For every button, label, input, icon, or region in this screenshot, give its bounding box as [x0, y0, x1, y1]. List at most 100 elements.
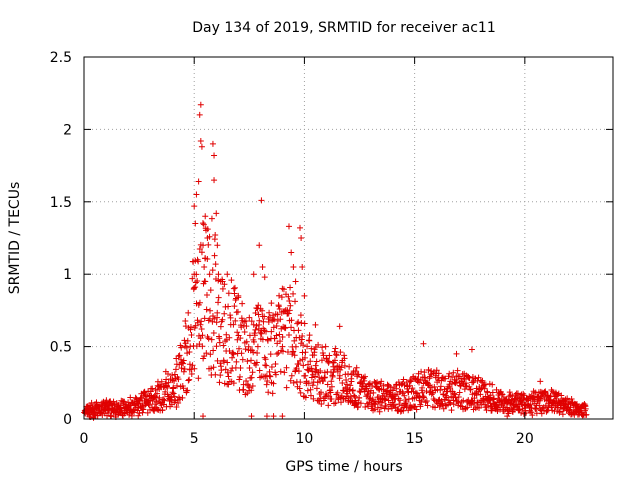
data-point — [417, 403, 424, 410]
data-point — [455, 393, 462, 400]
data-point — [184, 387, 191, 394]
data-point — [308, 365, 315, 372]
data-point — [211, 177, 218, 184]
data-point — [217, 360, 224, 367]
data-point — [413, 406, 420, 413]
data-point — [237, 364, 244, 371]
data-point — [313, 385, 320, 392]
data-point — [374, 379, 381, 386]
data-point — [231, 290, 238, 297]
data-point — [468, 346, 475, 353]
data-point — [239, 356, 246, 363]
data-point — [315, 341, 322, 348]
data-point — [306, 337, 313, 344]
data-point — [273, 332, 280, 339]
data-point — [235, 345, 242, 352]
data-point — [179, 394, 186, 401]
data-point — [195, 178, 202, 185]
data-point — [254, 349, 261, 356]
data-point — [108, 413, 115, 420]
data-point — [431, 383, 438, 390]
data-point — [230, 351, 237, 358]
data-point — [331, 348, 338, 355]
data-point — [288, 324, 295, 331]
data-point — [397, 397, 404, 404]
data-point — [312, 362, 319, 369]
data-point — [422, 399, 429, 406]
data-point — [320, 397, 327, 404]
data-point — [266, 372, 273, 379]
data-point — [423, 398, 430, 405]
data-point — [479, 377, 486, 384]
data-point — [201, 315, 208, 322]
axis-ticks: 0 5 10 15 20 0 0.5 1 1.5 2 2.5 — [50, 50, 613, 447]
data-point — [176, 396, 183, 403]
data-point — [234, 308, 241, 315]
data-point — [197, 101, 204, 108]
data-point — [253, 359, 260, 366]
y-tick-label: 2 — [63, 122, 72, 138]
data-point — [172, 366, 179, 373]
data-point — [332, 399, 339, 406]
data-point — [279, 285, 286, 292]
data-point — [140, 406, 147, 413]
data-point — [215, 271, 222, 278]
data-point — [352, 368, 359, 375]
data-point — [171, 393, 178, 400]
data-point — [388, 405, 395, 412]
data-point — [202, 213, 209, 220]
data-point — [471, 400, 478, 407]
data-point — [276, 305, 283, 312]
data-point — [451, 390, 458, 397]
x-tick-label: 20 — [516, 431, 534, 447]
data-point — [297, 357, 304, 364]
data-point — [225, 381, 232, 388]
data-point — [328, 396, 335, 403]
data-point — [400, 376, 407, 383]
data-point — [185, 309, 192, 316]
data-point — [252, 326, 259, 333]
data-point — [203, 306, 210, 313]
data-point — [307, 392, 314, 399]
data-point — [165, 371, 172, 378]
data-point — [277, 368, 284, 375]
data-point — [209, 140, 216, 147]
data-point — [522, 410, 529, 417]
data-point — [302, 354, 308, 361]
data-point — [267, 373, 274, 380]
data-point — [152, 387, 159, 394]
data-point — [344, 390, 351, 397]
data-point — [299, 332, 306, 339]
data-point — [301, 320, 308, 327]
data-point — [538, 410, 545, 417]
data-point — [295, 361, 302, 368]
data-point — [180, 360, 187, 367]
data-point — [435, 397, 442, 404]
data-point — [333, 351, 340, 358]
data-point — [470, 379, 477, 386]
data-point — [225, 373, 232, 380]
data-point — [240, 386, 247, 393]
data-point — [582, 405, 589, 412]
data-point — [305, 361, 312, 368]
data-point — [504, 413, 511, 420]
data-point — [515, 407, 522, 414]
data-point — [173, 404, 180, 411]
data-point — [263, 362, 270, 369]
data-point — [186, 361, 193, 368]
data-point — [211, 252, 218, 259]
data-point — [210, 364, 217, 371]
data-point — [374, 404, 381, 411]
data-point — [350, 392, 357, 399]
data-point — [189, 275, 196, 282]
data-point — [285, 332, 292, 339]
data-point — [291, 337, 298, 344]
data-point — [556, 408, 563, 415]
data-point — [317, 368, 324, 375]
data-point — [291, 352, 298, 359]
data-point — [217, 323, 224, 330]
plot-frame — [83, 56, 614, 420]
data-point — [310, 395, 317, 402]
data-point — [248, 374, 255, 381]
data-point — [246, 365, 253, 372]
